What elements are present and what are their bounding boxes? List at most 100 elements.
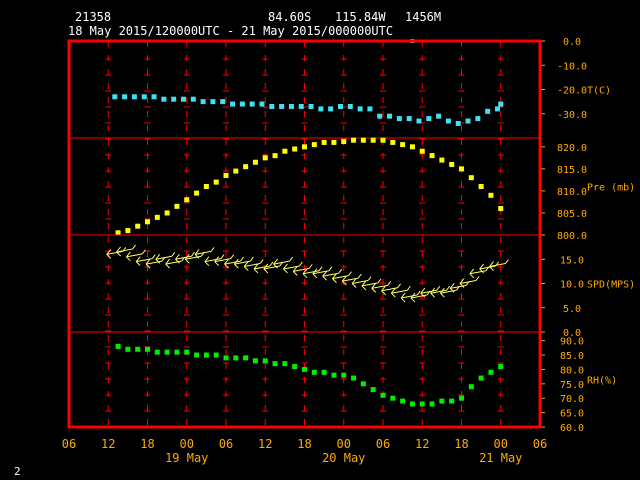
humidity-point xyxy=(449,398,455,404)
x-tick-label: 12 xyxy=(258,437,272,451)
pressure-point xyxy=(203,184,209,189)
temperature-point xyxy=(210,99,216,105)
wind-barb xyxy=(194,247,215,259)
wind-barb xyxy=(145,256,166,269)
y-tick-label-pressure: 805.0 xyxy=(557,209,587,220)
temperature-point xyxy=(455,120,461,126)
wind-barb xyxy=(381,283,401,296)
temperature-point xyxy=(436,113,442,119)
wind-barb xyxy=(253,261,274,274)
temperature-point xyxy=(426,116,432,122)
wind-barb xyxy=(184,251,205,264)
humidity-point xyxy=(478,375,484,381)
humidity-point xyxy=(468,384,474,390)
humidity-point xyxy=(174,349,180,355)
temperature-point xyxy=(279,103,285,109)
y-tick-label-humidity: 65.0 xyxy=(560,409,584,420)
pressure-point xyxy=(409,144,415,150)
temperature-point xyxy=(141,94,147,100)
pressure-point xyxy=(174,203,180,209)
wind-barb xyxy=(224,256,244,269)
latitude: 84.60S xyxy=(268,10,312,24)
wind-barb xyxy=(116,244,137,257)
humidity-point xyxy=(419,401,425,407)
x-tick-label: 00 xyxy=(337,437,351,451)
temperature-point xyxy=(151,94,157,100)
x-tick-label: 06 xyxy=(533,437,547,451)
temperature-point xyxy=(328,106,334,112)
wind-barb xyxy=(214,254,235,267)
elevation: 1456M xyxy=(405,10,442,24)
wind-barb xyxy=(341,273,362,286)
y-tick-label-temperature: -20.0 xyxy=(557,86,587,97)
humidity-point xyxy=(380,392,386,398)
humidity-point xyxy=(282,361,288,367)
pressure-point xyxy=(478,184,484,189)
wind-barb xyxy=(165,256,186,269)
wind-barb xyxy=(410,290,431,303)
humidity-point xyxy=(331,372,337,378)
humidity-point xyxy=(203,352,209,358)
pressure-point xyxy=(135,223,141,229)
humidity-point xyxy=(311,369,317,375)
temperature-point xyxy=(318,106,324,112)
temperature-point xyxy=(171,96,177,102)
pressure-point xyxy=(213,179,219,185)
y-tick-label-humidity: 90.0 xyxy=(560,337,584,348)
wind-barb xyxy=(233,256,254,269)
wind-barb xyxy=(479,261,500,274)
wind-barb xyxy=(390,285,411,298)
pressure-point xyxy=(419,148,425,154)
pressure-point xyxy=(311,142,317,148)
pressure-point xyxy=(154,214,160,220)
pressure-point xyxy=(125,228,131,234)
panel-label-wind: SPD(MPS) xyxy=(587,280,635,291)
humidity-point xyxy=(243,355,249,361)
pressure-point xyxy=(360,137,366,143)
wind-barb xyxy=(420,285,441,298)
humidity-point xyxy=(292,364,298,370)
y-tick-label-humidity: 70.0 xyxy=(560,394,584,405)
wind-barb xyxy=(175,251,195,264)
temperature-point xyxy=(485,108,491,114)
humidity-point xyxy=(302,366,307,372)
humidity-point xyxy=(360,381,366,387)
wind-barb xyxy=(263,261,284,274)
y-tick-label-pressure: 800.0 xyxy=(557,231,587,242)
temperature-point xyxy=(249,101,255,107)
y-tick-label-humidity: 75.0 xyxy=(560,380,584,391)
temperature-point xyxy=(298,103,304,109)
humidity-point xyxy=(488,369,494,375)
y-tick-label-temperature: -30.0 xyxy=(557,110,587,121)
pressure-point xyxy=(243,164,249,170)
wind-barb xyxy=(459,276,480,288)
page-number: 2 xyxy=(14,465,21,478)
temperature-point xyxy=(308,103,314,109)
x-tick-label: 12 xyxy=(101,437,115,451)
humidity-point xyxy=(184,349,190,355)
panel-label-humidity: RH(%) xyxy=(587,376,617,387)
humidity-point xyxy=(154,349,160,355)
pressure-point xyxy=(429,153,435,159)
wind-barb xyxy=(155,251,176,264)
y-tick-label-wind: 15.0 xyxy=(560,255,584,266)
y-tick-label-humidity: 60.0 xyxy=(560,423,584,434)
pressure-point xyxy=(341,139,347,145)
wind-barb xyxy=(273,256,294,269)
temperature-point xyxy=(230,101,236,107)
wind-barb xyxy=(361,278,382,291)
temperature-point xyxy=(259,101,265,107)
temperature-point xyxy=(180,96,186,102)
x-tick-label: 00 xyxy=(180,437,194,451)
humidity-point xyxy=(135,346,141,352)
pressure-point xyxy=(400,142,406,148)
y-tick-label-humidity: 80.0 xyxy=(560,365,584,376)
pressure-point xyxy=(252,159,258,165)
temperature-point xyxy=(465,118,471,124)
station-id: 21358 xyxy=(75,10,112,24)
temperature-point xyxy=(357,106,363,112)
humidity-point xyxy=(439,398,445,404)
wind-barb xyxy=(322,268,343,281)
wind-barb xyxy=(302,266,323,279)
y-tick-label-wind: 0.0 xyxy=(563,328,581,339)
